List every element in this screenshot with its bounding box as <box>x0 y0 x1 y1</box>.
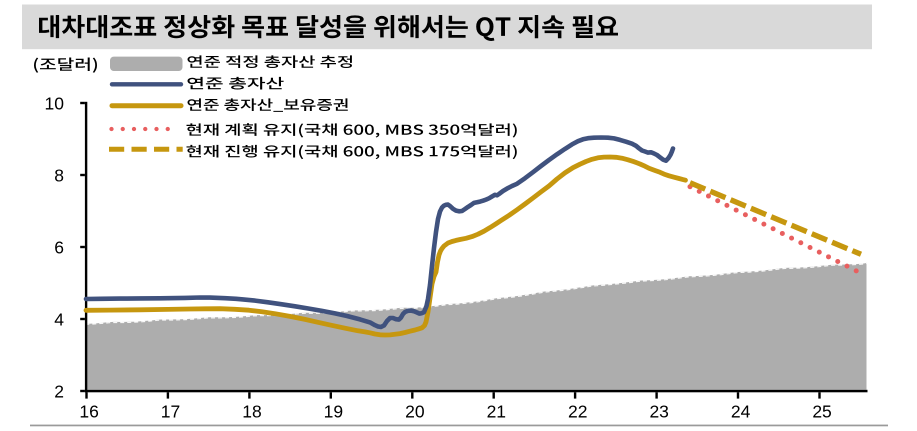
svg-text:16: 16 <box>79 402 98 422</box>
svg-text:25: 25 <box>812 402 831 422</box>
svg-text:19: 19 <box>324 402 343 422</box>
svg-text:2: 2 <box>54 381 64 401</box>
svg-text:22: 22 <box>568 402 587 422</box>
svg-text:8: 8 <box>54 165 64 185</box>
svg-text:4: 4 <box>54 309 64 329</box>
svg-text:21: 21 <box>487 402 506 422</box>
svg-text:6: 6 <box>54 237 64 257</box>
svg-text:23: 23 <box>649 402 668 422</box>
svg-text:10: 10 <box>45 93 65 113</box>
svg-text:18: 18 <box>242 402 261 422</box>
svg-text:24: 24 <box>731 402 751 422</box>
svg-text:20: 20 <box>405 402 425 422</box>
svg-text:17: 17 <box>161 402 180 422</box>
